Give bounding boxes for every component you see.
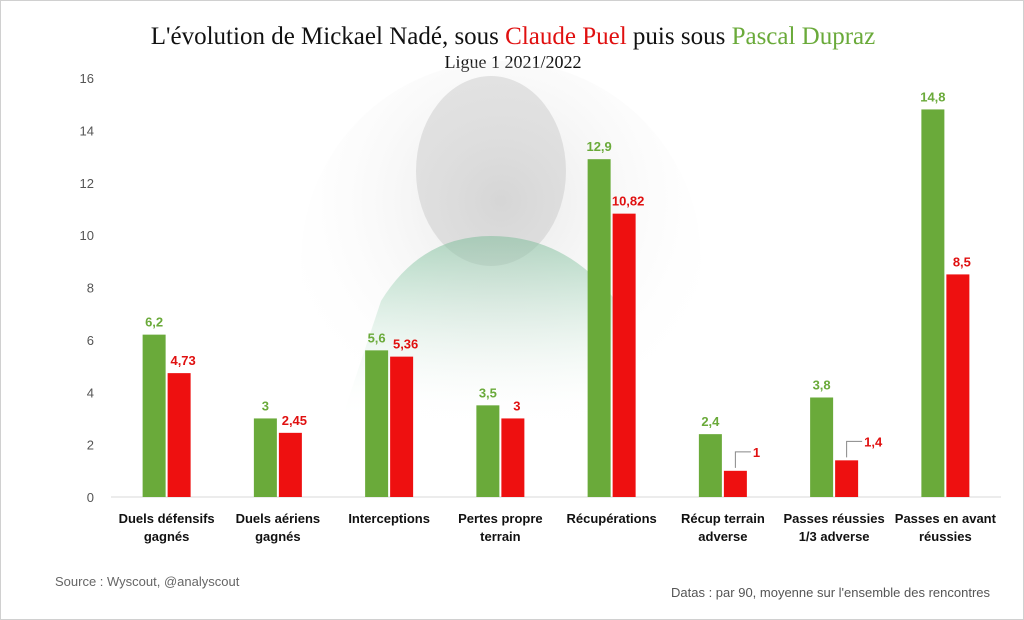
y-tick-label: 4: [87, 385, 94, 400]
bar-puel: [167, 373, 191, 497]
value-label-puel: 2,45: [282, 413, 307, 428]
y-tick-label: 10: [80, 228, 94, 243]
bar-dupraz: [365, 350, 389, 497]
value-label-puel: 4,73: [170, 353, 195, 368]
value-label-dupraz: 2,4: [701, 414, 720, 429]
value-label-dupraz: 12,9: [586, 139, 611, 154]
title-middle: puis sous: [626, 23, 732, 50]
bar-puel: [612, 213, 636, 497]
category-label: adverse: [698, 529, 747, 544]
bar-dupraz: [142, 334, 166, 497]
category-label: Récupérations: [566, 511, 656, 526]
value-label-puel: 8,5: [953, 254, 971, 269]
bar-dupraz: [476, 405, 500, 497]
category-label: gagnés: [144, 529, 190, 544]
data-note: Datas : par 90, moyenne sur l'ensemble d…: [671, 585, 990, 600]
bar-puel: [835, 460, 859, 497]
value-label-puel: 10,82: [612, 194, 645, 209]
value-label-dupraz: 5,6: [368, 330, 386, 345]
category-label: Pertes propre: [458, 511, 543, 526]
bar-dupraz: [921, 109, 945, 498]
y-tick-label: 6: [87, 333, 94, 348]
value-label-puel: 3: [513, 398, 520, 413]
category-label: réussies: [919, 529, 972, 544]
y-tick-label: 16: [80, 71, 94, 86]
title-coach-dupraz: Pascal Dupraz: [731, 23, 876, 50]
label-leader-line: [846, 440, 863, 458]
category-label: gagnés: [255, 529, 301, 544]
y-tick-label: 14: [80, 123, 94, 138]
category-label: terrain: [480, 529, 521, 544]
bar-dupraz: [587, 159, 611, 497]
bar-puel: [946, 274, 970, 497]
title-coach-puel: Claude Puel: [505, 23, 627, 50]
y-tick-label: 2: [87, 438, 94, 453]
player-photo-faded: [301, 61, 701, 461]
title-prefix: L'évolution de Mickael Nadé, sous: [150, 23, 506, 50]
category-label: 1/3 adverse: [799, 529, 870, 544]
category-label: Passes en avant: [895, 511, 997, 526]
bar-puel: [390, 356, 414, 497]
value-label-dupraz: 3,5: [479, 385, 497, 400]
chart-title: L'évolution de Mickael Nadé, sous Claude…: [1, 23, 1024, 51]
y-tick-label: 0: [87, 490, 94, 505]
value-label-dupraz: 3: [262, 398, 269, 413]
y-tick-label: 8: [87, 281, 94, 296]
category-label: Duels aériens: [236, 511, 321, 526]
value-label-puel: 1,4: [864, 434, 883, 449]
y-tick-label: 12: [80, 176, 94, 191]
label-leader-line: [734, 451, 751, 468]
bar-dupraz: [810, 397, 834, 497]
bar-puel: [501, 418, 525, 497]
bar-puel: [723, 470, 747, 497]
value-label-dupraz: 6,2: [145, 315, 163, 330]
bar-dupraz: [253, 418, 277, 497]
category-label: Interceptions: [348, 511, 430, 526]
category-label: Duels défensifs: [119, 511, 215, 526]
category-label: Récup terrain: [681, 511, 765, 526]
source-note: Source : Wyscout, @analyscout: [55, 574, 240, 589]
value-label-dupraz: 3,8: [813, 377, 831, 392]
bar-puel: [278, 432, 302, 497]
value-label-dupraz: 14,8: [920, 89, 945, 104]
category-label: Passes réussies: [784, 511, 885, 526]
bar-dupraz: [698, 434, 722, 497]
value-label-puel: 5,36: [393, 337, 418, 352]
value-label-puel: 1: [753, 445, 760, 460]
